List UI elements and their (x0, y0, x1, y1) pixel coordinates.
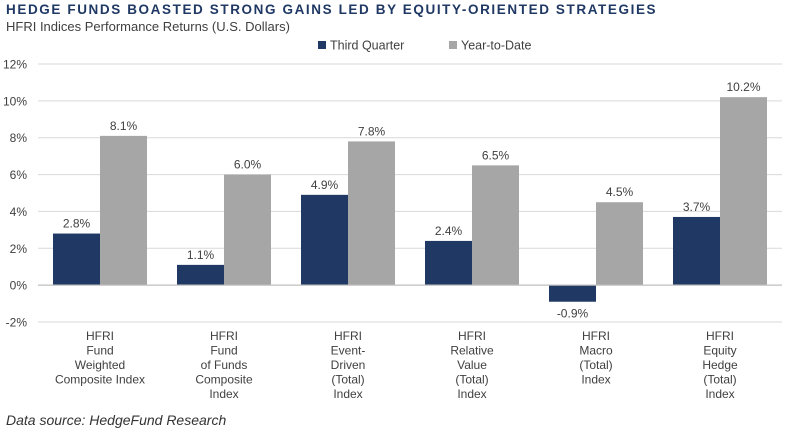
bar-third-quarter (549, 285, 596, 302)
data-label: 2.8% (63, 217, 91, 231)
bar-third-quarter (53, 233, 100, 286)
y-axis: -2% 0% 2% 4% 6% 8% 10% 12% (3, 58, 27, 330)
y-tick-label: 12% (3, 58, 27, 72)
legend-swatch-year-to-date (449, 41, 457, 49)
data-label: 8.1% (110, 119, 138, 133)
legend-label-third-quarter: Third Quarter (330, 39, 404, 53)
bar-year-to-date (720, 97, 767, 286)
bar-third-quarter (301, 194, 348, 286)
data-label: 1.1% (187, 248, 215, 262)
bar-third-quarter (177, 264, 224, 286)
legend-swatch-third-quarter (318, 41, 326, 49)
y-tick-label: 0% (10, 279, 28, 293)
data-labels: 2.8% 8.1% 1.1% 6.0% 4.9% 7.8% 2.4% 6.5% -0.9% 4.5… (63, 80, 761, 321)
data-label: 4.5% (606, 185, 634, 199)
gridlines (38, 63, 782, 323)
y-tick-label: 2% (10, 242, 28, 256)
data-label: 6.0% (234, 158, 262, 172)
bar-year-to-date (100, 135, 147, 286)
bars (53, 97, 767, 302)
y-tick-label: -2% (6, 316, 28, 330)
legend: Third Quarter Year-to-Date (318, 39, 531, 53)
bar-third-quarter (673, 216, 720, 286)
x-tick-label: HFRI Equity Hedge (Total) Index (702, 329, 738, 401)
x-tick-label: HFRI Event-Driven (Total) Index (331, 329, 366, 401)
y-tick-label: 6% (10, 168, 28, 182)
data-label: 4.9% (311, 178, 339, 192)
bar-year-to-date (472, 165, 519, 286)
data-label: 6.5% (482, 148, 510, 162)
x-tick-label: HFRI Fund Weighted Composite Index (55, 329, 145, 387)
data-label: 10.2% (726, 80, 760, 94)
y-tick-label: 4% (10, 205, 28, 219)
data-label: 7.8% (358, 124, 386, 138)
legend-label-year-to-date: Year-to-Date (461, 39, 531, 53)
bar-year-to-date (596, 202, 643, 286)
x-axis: HFRI Fund Weighted Composite Index HFRI Fund o… (55, 329, 738, 401)
data-label: 3.7% (683, 200, 711, 214)
y-tick-label: 10% (3, 94, 27, 108)
chart-title: HEDGE FUNDS BOASTED STRONG GAINS LED BY … (6, 2, 658, 17)
chart-subtitle: HFRI Indices Performance Returns (U.S. D… (6, 19, 290, 34)
data-label: -0.9% (557, 307, 589, 321)
data-label: 2.4% (435, 224, 463, 238)
x-tick-label: HFRI Fund of Funds Composite Index (195, 329, 253, 401)
x-tick-label: HFRI Macro (Total) Index (579, 329, 613, 387)
data-source-note: Data source: HedgeFund Research (6, 412, 227, 428)
bar-year-to-date (224, 174, 271, 286)
bar-third-quarter (425, 240, 472, 286)
x-tick-label: HFRI Relative Value (Total) Index (450, 329, 494, 401)
y-tick-label: 8% (10, 131, 28, 145)
bar-year-to-date (348, 141, 395, 286)
